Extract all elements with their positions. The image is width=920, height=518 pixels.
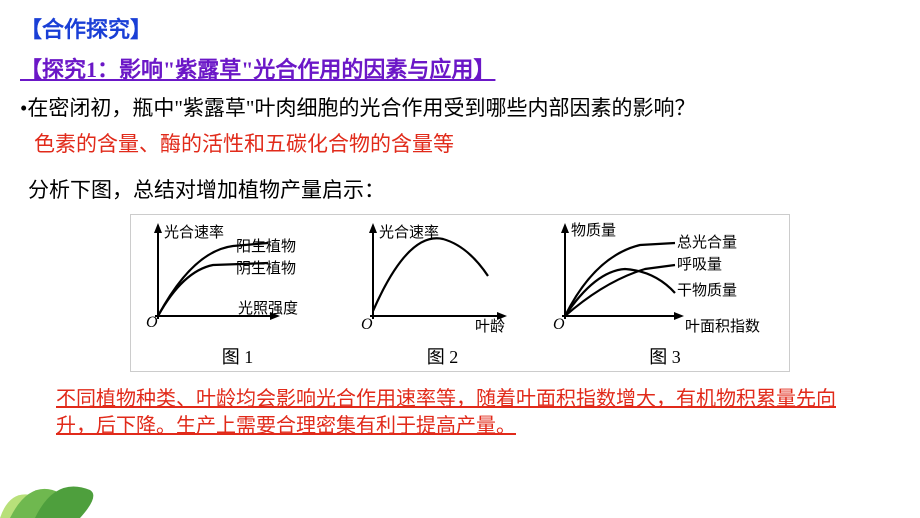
chart-3-caption: 图 3 <box>545 343 785 369</box>
chart-2-origin: O <box>361 316 373 333</box>
inquiry-title: 【探究1：影响"紫露草"光合作用的因素与应用】 <box>20 52 900 84</box>
chart-1-caption: 图 1 <box>135 343 340 369</box>
instruction-text: 分析下图，总结对增加植物产量启示： <box>28 174 900 204</box>
chart-1-label-0: 阳生植物 <box>236 238 296 255</box>
chart-1-ylabel: 光合速率 <box>164 224 224 241</box>
chart-2-xlabel: 叶龄 <box>475 318 505 335</box>
chart-1-origin: O <box>146 314 158 331</box>
chart-3-series-2 <box>565 269 675 316</box>
chart-3-label-2: 干物质量 <box>677 282 737 299</box>
chart-2-ylabel: 光合速率 <box>379 224 439 241</box>
chart-2-svg: 光合速率 叶龄 O <box>353 221 533 341</box>
decorative-leaves-icon <box>0 468 140 518</box>
chart-2-caption: 图 2 <box>340 343 545 369</box>
charts-container: 光合速率 光照强度 O 阳生植物 阴生植物 图 1 光合速率 叶龄 O <box>130 214 790 372</box>
chart-1-xlabel: 光照强度 <box>238 300 298 317</box>
chart-3-series-1 <box>565 265 675 316</box>
chart-1-label-1: 阴生植物 <box>236 260 296 277</box>
conclusion-text: 不同植物种类、叶龄均会影响光合作用速率等，随着叶面积指数增大，有机物积累量先向升… <box>56 386 870 440</box>
chart-1-svg: 光合速率 光照强度 O 阳生植物 阴生植物 <box>138 221 338 341</box>
chart-3-label-1: 呼吸量 <box>677 256 722 273</box>
chart-2-series-0 <box>373 238 488 311</box>
chart-3-svg: 物质量 叶面积指数 O 总光合量 呼吸量 干物质量 <box>545 221 785 341</box>
chart-3: 物质量 叶面积指数 O 总光合量 呼吸量 干物质量 图 3 <box>545 221 785 369</box>
chart-3-origin: O <box>553 316 565 333</box>
answer-text-1: 色素的含量、酶的活性和五碳化合物的含量等 <box>34 128 900 158</box>
question-text: •在密闭初，瓶中"紫露草"叶肉细胞的光合作用受到哪些内部因素的影响？ <box>20 92 900 122</box>
chart-3-xlabel: 叶面积指数 <box>685 318 760 335</box>
chart-2: 光合速率 叶龄 O 图 2 <box>340 221 545 369</box>
section-header: 【合作探究】 <box>20 12 900 44</box>
chart-3-label-0: 总光合量 <box>677 234 737 251</box>
chart-1: 光合速率 光照强度 O 阳生植物 阴生植物 图 1 <box>135 221 340 369</box>
chart-3-ylabel: 物质量 <box>571 222 616 239</box>
